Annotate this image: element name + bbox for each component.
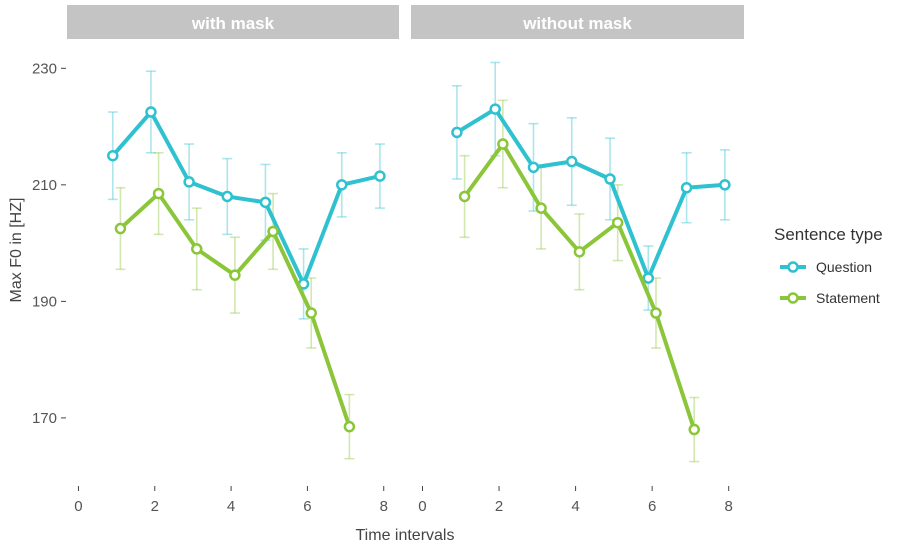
y-tick-label: 210: [32, 177, 57, 194]
legend-title: Sentence type: [774, 225, 883, 244]
legend-key-point: [787, 292, 799, 304]
legend-label-question: Question: [816, 259, 872, 275]
data-point-question: [259, 196, 272, 209]
data-point-question: [451, 126, 463, 139]
data-point-statement: [497, 138, 509, 150]
data-point-statement: [229, 269, 241, 281]
series-line-question: [111, 110, 381, 286]
chart-marks: [107, 61, 731, 463]
x-tick-label: 0: [74, 498, 82, 515]
x-tick-label: 2: [151, 498, 159, 515]
data-point-statement: [688, 423, 700, 436]
x-tick-label: 8: [725, 498, 733, 515]
y-axis-title: Max F0 in [HZ]: [8, 198, 25, 303]
axes: 170 190 210 230 0 2 4 6 8 0 2 4 6 8: [32, 60, 733, 515]
data-point-statement: [535, 202, 547, 214]
facet-label-without-mask: without mask: [522, 14, 632, 33]
facet-label-with-mask: with mask: [191, 14, 275, 33]
data-point-statement: [458, 190, 471, 203]
data-point-statement: [114, 222, 127, 235]
data-point-question: [680, 182, 693, 194]
y-tick-label: 190: [32, 293, 57, 310]
data-point-question: [145, 106, 157, 118]
x-tick-label: 8: [380, 498, 388, 515]
x-tick-label: 0: [418, 498, 426, 515]
data-point-statement: [573, 246, 586, 258]
data-point-statement: [305, 307, 317, 319]
x-tick-label: 6: [303, 498, 311, 515]
data-point-statement: [650, 307, 662, 319]
y-tick-label: 170: [32, 410, 57, 427]
data-point-question: [336, 179, 348, 191]
x-tick-label: 4: [571, 498, 579, 515]
legend: Sentence type Question Statement: [774, 225, 883, 306]
data-point-statement: [611, 216, 624, 229]
data-point-statement: [343, 420, 356, 433]
data-point-question: [604, 173, 616, 185]
facet-strip-without-mask: [411, 5, 744, 39]
x-tick-label: 6: [648, 498, 656, 515]
data-point-question: [374, 170, 386, 182]
y-tick-label: 230: [32, 60, 57, 77]
data-point-question: [642, 272, 655, 284]
data-point-question: [719, 179, 731, 191]
data-point-question: [527, 161, 540, 174]
x-tick-label: 2: [495, 498, 503, 515]
legend-key-point: [787, 261, 799, 273]
data-point-statement: [190, 243, 203, 255]
data-point-question: [489, 103, 501, 115]
x-tick-label: 4: [227, 498, 235, 515]
data-point-statement: [152, 187, 165, 200]
x-axis-title: Time intervals: [356, 527, 455, 544]
legend-label-statement: Statement: [816, 290, 880, 306]
data-point-question: [183, 176, 195, 188]
data-point-question: [566, 155, 578, 168]
facet-strips: with mask without mask: [67, 5, 744, 39]
data-point-question: [107, 149, 119, 162]
facet-strip-with-mask: [67, 5, 399, 39]
data-point-statement: [267, 225, 279, 238]
data-point-question: [221, 190, 234, 203]
series-line-question: [455, 107, 726, 281]
